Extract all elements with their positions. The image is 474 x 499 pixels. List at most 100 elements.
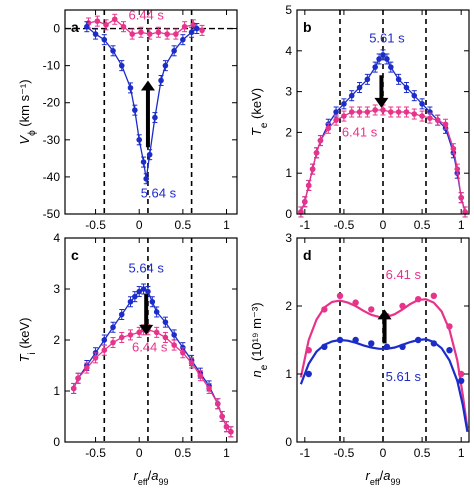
y-tick-label: 2: [285, 125, 292, 139]
data-point: [399, 302, 406, 310]
data-point: [75, 375, 81, 382]
data-point: [336, 336, 344, 344]
data-point: [180, 36, 186, 43]
x-tick-label: 0: [380, 446, 387, 460]
x-tick-label: 0: [380, 218, 387, 232]
y-tick-label: -40: [43, 170, 61, 184]
series-label: 5.61 s: [369, 31, 405, 46]
data-point: [348, 109, 355, 115]
data-point: [457, 370, 465, 378]
x-tick-label: 1: [458, 218, 465, 232]
data-point: [120, 23, 127, 30]
x-tick-label: -0.5: [334, 218, 355, 232]
x-axis-label: reff/a99: [365, 468, 400, 487]
y-tick-label: -20: [43, 96, 61, 110]
data-point: [430, 340, 438, 347]
data-point: [149, 298, 156, 305]
data-point: [181, 23, 188, 30]
data-point: [419, 101, 425, 107]
series-label: 5.64 s: [141, 185, 177, 200]
series-label: 5.61 s: [386, 369, 422, 384]
data-point: [171, 48, 177, 54]
data-point: [462, 209, 468, 215]
y-tick-label: 0: [285, 435, 292, 449]
series-b-0: 5.61 s: [298, 31, 468, 218]
data-point: [388, 64, 394, 70]
y-tick-label: -30: [43, 133, 61, 147]
y-tick-label: 3: [285, 231, 292, 245]
x-tick-label: -1: [299, 446, 310, 460]
x-tick-label: 0: [136, 218, 143, 232]
data-point: [411, 111, 418, 117]
data-point: [403, 84, 410, 91]
x-axis-sub-eff: eff: [370, 477, 380, 487]
data-point: [309, 166, 316, 172]
data-point: [132, 293, 138, 300]
x-tick-label: -0.5: [85, 218, 106, 232]
y-axis-subscript: i: [27, 352, 38, 354]
series-label: 5.64 s: [128, 261, 164, 276]
data-point: [442, 121, 449, 128]
data-point: [127, 298, 134, 305]
data-point: [372, 107, 378, 113]
data-point: [146, 151, 153, 158]
data-point: [411, 92, 418, 99]
data-point: [336, 292, 344, 299]
data-point: [162, 334, 169, 341]
data-point: [427, 115, 433, 121]
x-tick-label: 0: [136, 446, 143, 460]
data-point: [84, 365, 90, 371]
y-tick-label: 1: [285, 367, 292, 381]
data-point: [118, 62, 125, 69]
data-point: [103, 22, 109, 28]
data-point: [414, 336, 422, 344]
y-tick-label: 1: [285, 166, 292, 180]
data-point: [454, 166, 461, 172]
data-point: [171, 342, 177, 348]
data-point: [199, 27, 205, 34]
y-axis-units: (keV): [249, 88, 264, 123]
data-point: [180, 349, 186, 356]
data-point: [383, 343, 391, 350]
data-point: [399, 343, 406, 350]
arrow-head: [374, 97, 389, 108]
data-point: [70, 385, 77, 392]
y-axis-label: Ti (keV): [17, 318, 38, 363]
data-point: [384, 56, 390, 62]
data-point: [223, 423, 230, 430]
x-axis-sub-99: 99: [391, 477, 401, 487]
series-label: 6.41 s: [386, 267, 422, 282]
data-point: [101, 347, 108, 354]
data-point: [153, 309, 160, 315]
data-point: [430, 292, 438, 299]
x-axis-label: reff/a99: [133, 468, 168, 487]
data-point: [352, 299, 359, 306]
data-point: [325, 125, 332, 132]
y-axis-label: ne (10¹⁹ m⁻³): [249, 302, 270, 377]
panel-d: 6.41 s 5.61 s -1 -0.5 0 0.5 1 0 1 2 3d ne (10¹⁹ m⁻³…: [249, 231, 470, 487]
data-point: [298, 209, 304, 215]
panel-letter: a: [71, 19, 79, 35]
x-axis-sub-eff: eff: [138, 477, 148, 487]
data-point: [101, 337, 108, 343]
data-point: [101, 36, 108, 43]
y-tick-label: 1: [53, 384, 60, 398]
y-axis-symbol: T: [249, 127, 264, 136]
y-tick-label: -50: [43, 207, 61, 221]
panel-letter: c: [71, 247, 79, 263]
y-axis-subscript: e: [259, 364, 270, 370]
y-axis-symbol: T: [17, 353, 32, 362]
data-point: [321, 343, 328, 350]
data-point: [458, 194, 464, 201]
y-axis-subscript: e: [259, 122, 270, 128]
data-point: [162, 319, 169, 325]
series-label: 6.44 s: [128, 7, 164, 22]
y-axis-label: Te (keV): [249, 88, 270, 136]
series-line: [73, 288, 232, 433]
series-a-1: 5.64 s: [84, 21, 200, 200]
data-point: [153, 329, 160, 336]
x-tick-label: -1: [299, 218, 310, 232]
data-point: [118, 311, 125, 318]
y-axis-units: (keV): [17, 318, 32, 353]
